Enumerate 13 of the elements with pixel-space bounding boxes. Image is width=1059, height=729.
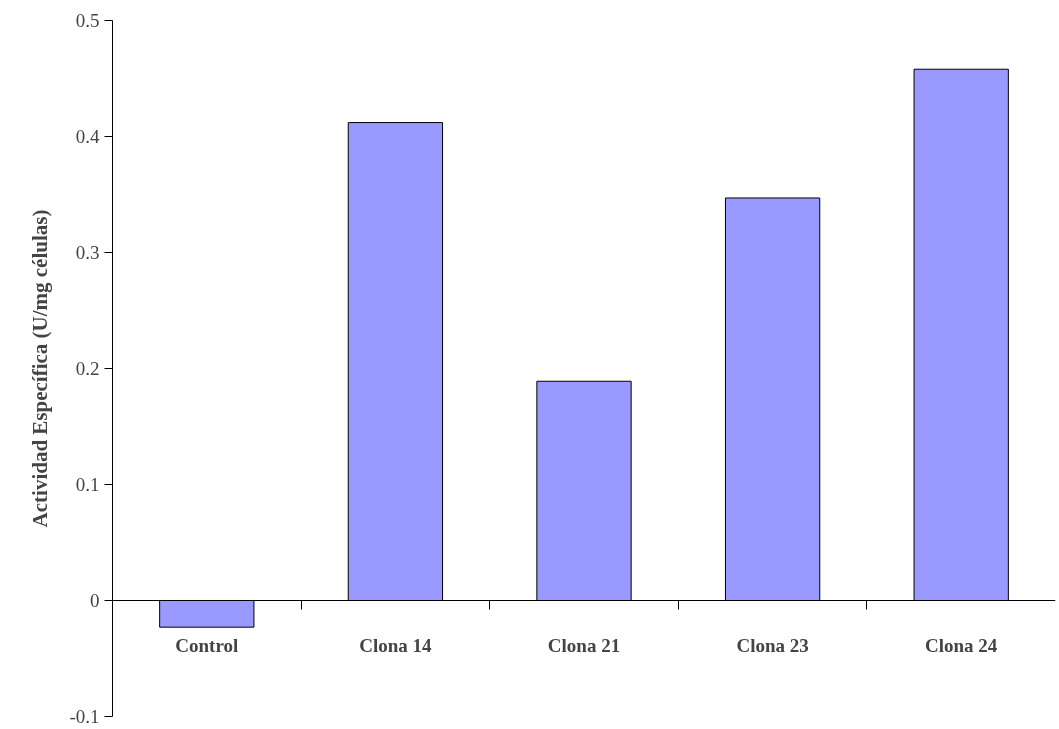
y-tick-label: 0.3 [75,242,100,263]
x-tick-label: Clona 21 [547,634,621,656]
y-tick-label: 0 [90,590,100,611]
y-tick-label: 0.4 [75,126,100,147]
y-tick-label: 0.2 [75,358,100,379]
x-tick-label: Control [175,634,239,656]
y-tick-label: 0.1 [75,474,100,495]
y-tick-label: -0.1 [69,706,100,727]
x-tick-label: Clona 23 [736,634,809,656]
x-tick-label: Clona 24 [925,634,998,656]
y-tick-label: 0.5 [75,10,100,31]
y-axis-title: Actividad Específica (U/mg células) [28,209,53,528]
x-tick-label: Clona 14 [359,634,433,656]
